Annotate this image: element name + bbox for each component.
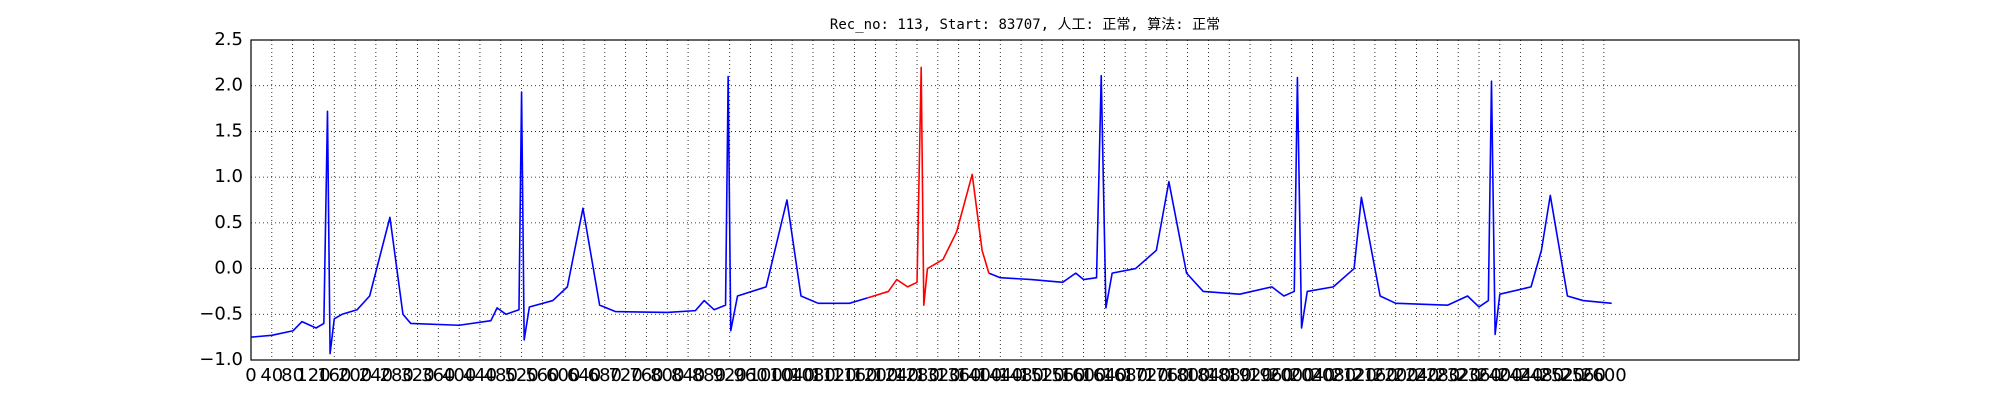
x-tick-label: 200 bbox=[338, 365, 372, 386]
x-tick-label: 2240 bbox=[1394, 365, 1440, 386]
x-tick-label: 960 bbox=[733, 365, 767, 386]
y-tick-label: 0.5 bbox=[214, 212, 243, 233]
x-tick-label: 2000 bbox=[1269, 365, 1315, 386]
x-tick-label: 2440 bbox=[1498, 365, 1544, 386]
x-tick-label: 2200 bbox=[1373, 365, 1419, 386]
x-tick-label: 240 bbox=[359, 365, 393, 386]
x-tick-label: 2040 bbox=[1290, 365, 1336, 386]
x-tick-label: 2320 bbox=[1435, 365, 1481, 386]
x-tick-label: 680 bbox=[588, 365, 622, 386]
x-tick-label: 2280 bbox=[1414, 365, 1460, 386]
x-tick-label: 1560 bbox=[1040, 365, 1086, 386]
y-tick-label: 2.0 bbox=[214, 75, 243, 96]
y-tick-label: −1.0 bbox=[199, 349, 243, 370]
x-tick-label: 600 bbox=[546, 365, 580, 386]
x-tick-label: 1120 bbox=[811, 365, 857, 386]
x-tick-label: 2560 bbox=[1560, 365, 1606, 386]
x-tick-label: 400 bbox=[442, 365, 476, 386]
x-tick-label: 1240 bbox=[873, 365, 919, 386]
x-tick-label: 840 bbox=[671, 365, 705, 386]
x-tick-label: 2480 bbox=[1519, 365, 1565, 386]
x-tick-label: 1280 bbox=[894, 365, 940, 386]
x-tick-label: 1080 bbox=[790, 365, 836, 386]
x-tick-label: 1160 bbox=[832, 365, 878, 386]
y-tick-label: 0.0 bbox=[214, 258, 243, 279]
x-tick-label: 1000 bbox=[748, 365, 794, 386]
x-tick-label: 720 bbox=[608, 365, 642, 386]
x-tick-label: 880 bbox=[692, 365, 726, 386]
x-tick-label: 920 bbox=[713, 365, 747, 386]
x-tick-label: 360 bbox=[421, 365, 455, 386]
x-tick-label: 440 bbox=[463, 365, 497, 386]
x-tick-label: 1920 bbox=[1227, 365, 1273, 386]
x-tick-label: 1880 bbox=[1206, 365, 1252, 386]
x-tick-label: 640 bbox=[567, 365, 601, 386]
x-tick-label: 2160 bbox=[1352, 365, 1398, 386]
x-tick-label: 800 bbox=[650, 365, 684, 386]
x-tick-label: 1760 bbox=[1144, 365, 1190, 386]
y-tick-label: −0.5 bbox=[199, 303, 243, 324]
x-tick-label: 1800 bbox=[1165, 365, 1211, 386]
y-tick-label: 1.5 bbox=[214, 120, 243, 141]
x-tick-label: 280 bbox=[380, 365, 414, 386]
x-tick-label: 2080 bbox=[1310, 365, 1356, 386]
x-tick-label: 2600 bbox=[1581, 365, 1627, 386]
x-tick-label: 1680 bbox=[1102, 365, 1148, 386]
x-tick-label: 1320 bbox=[915, 365, 961, 386]
x-tick-label: 1960 bbox=[1248, 365, 1294, 386]
y-tick-label: 1.0 bbox=[214, 166, 243, 187]
x-tick-label: 1520 bbox=[1019, 365, 1065, 386]
x-tick-label: 1840 bbox=[1186, 365, 1232, 386]
x-tick-label: 480 bbox=[484, 365, 518, 386]
chart-title: Rec_no: 113, Start: 83707, 人工: 正常, 算法: 正… bbox=[830, 17, 1220, 33]
x-tick-label: 1040 bbox=[769, 365, 815, 386]
x-tick-label: 1360 bbox=[936, 365, 982, 386]
x-tick-label: 560 bbox=[525, 365, 559, 386]
x-tick-label: 2120 bbox=[1331, 365, 1377, 386]
x-tick-label: 760 bbox=[629, 365, 663, 386]
x-tick-label: 1640 bbox=[1081, 365, 1127, 386]
series-line bbox=[867, 66, 990, 306]
plot-frame bbox=[250, 39, 1800, 361]
y-tick-label: 2.5 bbox=[214, 29, 243, 50]
x-tick-label: 1200 bbox=[852, 365, 898, 386]
x-tick-label: 520 bbox=[504, 365, 538, 386]
x-tick-label: 160 bbox=[317, 365, 351, 386]
x-tick-label: 1480 bbox=[998, 365, 1044, 386]
x-tick-label: 1400 bbox=[957, 365, 1003, 386]
x-tick-label: 40 bbox=[260, 365, 283, 386]
x-tick-label: 0 bbox=[245, 365, 256, 386]
series-line bbox=[250, 74, 1612, 355]
x-tick-label: 2400 bbox=[1477, 365, 1523, 386]
x-tick-label: 1720 bbox=[1123, 365, 1169, 386]
x-tick-label: 2520 bbox=[1539, 365, 1585, 386]
x-tick-label: 320 bbox=[400, 365, 434, 386]
x-tick-label: 80 bbox=[281, 365, 304, 386]
x-tick-label: 120 bbox=[296, 365, 330, 386]
x-tick-label: 1600 bbox=[1061, 365, 1107, 386]
x-tick-label: 2360 bbox=[1456, 365, 1502, 386]
x-tick-label: 1440 bbox=[977, 365, 1023, 386]
